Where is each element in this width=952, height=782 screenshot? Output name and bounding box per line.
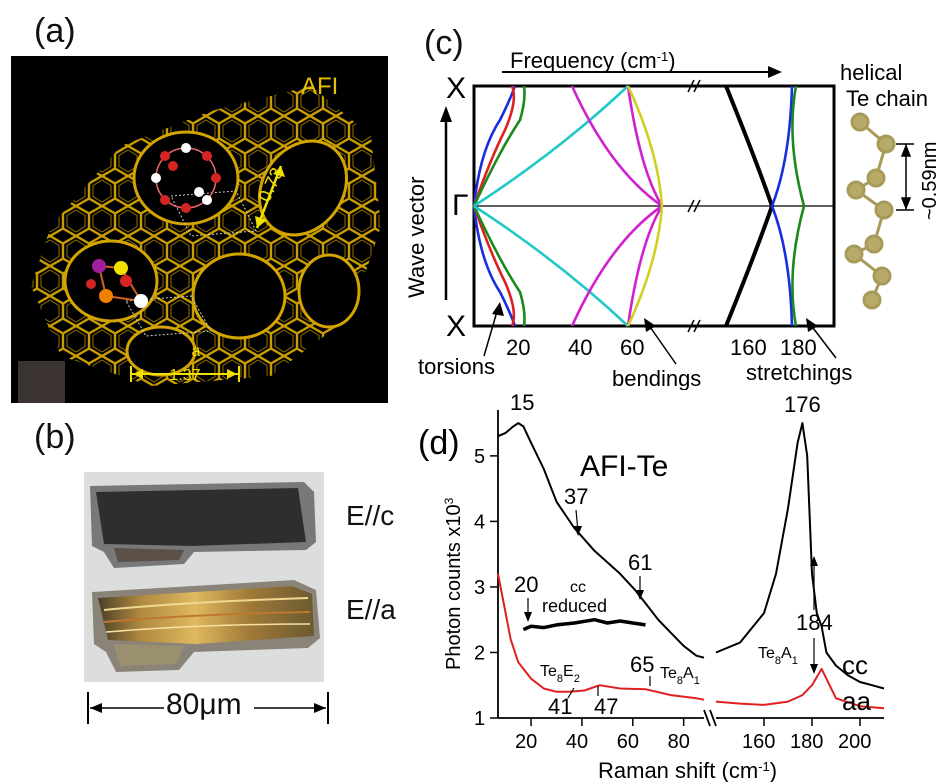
point-x-bottom: X: [446, 310, 466, 343]
x-tick-label: 80: [668, 731, 690, 753]
peak-65: 65: [630, 652, 654, 677]
label-bendings: bendings: [612, 366, 701, 390]
tick-160: 160: [730, 335, 767, 360]
te-cluster-atoms: [86, 259, 148, 308]
te8a1-right: Te8A1: [758, 645, 798, 667]
stretch-green: [791, 85, 806, 327]
peak-15: 15: [510, 390, 534, 415]
panel-label-c: (c): [424, 24, 464, 62]
bending-yellow: [626, 85, 664, 327]
peak-37: 37: [564, 484, 588, 509]
chain-label-1: helical: [840, 60, 902, 85]
crystal-bright: [92, 580, 320, 672]
peak-176: 176: [784, 392, 821, 417]
x-tick-label: 180: [790, 731, 823, 753]
torsion-red: [472, 85, 516, 327]
y-tick-label: 4: [474, 511, 485, 533]
x-tick-label: 160: [742, 731, 775, 753]
spectrum-cc-reduced-2: [522, 617, 646, 632]
point-x-top: X: [446, 72, 466, 105]
frequency-axis-label: Frequency (cm-1): [510, 48, 676, 73]
framework-lattice: [31, 86, 381, 386]
y-tick-label: 1: [474, 708, 485, 730]
x-tick-label: 20: [515, 731, 537, 753]
peak-61: 61: [628, 550, 652, 575]
peak-20: 20: [514, 572, 538, 597]
bending-magenta: [570, 85, 664, 327]
reduced-label-2: reduced: [542, 596, 607, 616]
afi-label: AFI: [301, 73, 338, 100]
svg-text:1.37: 1.37: [169, 367, 200, 384]
x-axis-label: Raman shift (cm-1): [598, 758, 777, 782]
crystal-dark: [90, 482, 316, 568]
afi-framework-image: AFI 0.73 a 1.37: [11, 56, 388, 403]
scale-bar: [87, 692, 329, 724]
stretch-blue: [770, 85, 794, 327]
crystal-micrograph: [84, 472, 324, 682]
spectrum-cc-0: [497, 422, 705, 659]
reduced-label-1: cc: [570, 579, 586, 596]
aa-label: aa: [842, 686, 871, 716]
peak-47: 47: [594, 694, 618, 719]
peak-184: 184: [796, 610, 833, 635]
lattice-parameter-annotation: a 1.37: [130, 343, 240, 384]
label-stretchings: stretchings: [746, 360, 852, 385]
label-torsions: torsions: [418, 354, 495, 379]
tick-20: 20: [506, 335, 530, 360]
chain-period: ~0.59nm: [919, 142, 941, 220]
te8a1-left: Te8A1: [660, 665, 700, 687]
te8e2-label: Te8E2: [540, 663, 580, 685]
raman-spectrum: (d) AFI-Te Photon counts x103 1 2 3 4 5 20 40…: [418, 390, 885, 782]
cc-label: cc: [842, 650, 868, 680]
tick-40: 40: [568, 335, 592, 360]
torsion-blue: [472, 85, 517, 327]
x-tick-label: 60: [617, 731, 639, 753]
panel-label-d: (d): [418, 424, 460, 462]
panel-label-a: (a): [34, 12, 76, 50]
y-axis-label: Photon counts x103: [442, 497, 465, 670]
bending-magenta-2: [626, 205, 664, 327]
panel-label-b: (b): [34, 418, 76, 456]
x-tick-label: 40: [566, 731, 588, 753]
y-tick-label: 3: [474, 577, 485, 599]
spectrum-title: AFI-Te: [580, 450, 668, 483]
x-tick-label: 200: [838, 731, 871, 753]
tick-180: 180: [780, 335, 817, 360]
svg-text:a: a: [192, 343, 201, 360]
spectrum-cc-1: [715, 422, 885, 690]
torsion-green: [472, 85, 526, 327]
y-tick-label: 5: [474, 446, 485, 468]
spectrum-aa-4: [715, 667, 885, 710]
te-ring-atoms: [151, 143, 221, 213]
spectrum-aa-3: [497, 573, 705, 701]
y-tick-label: 2: [474, 642, 485, 664]
polarization-label-a: E//a: [346, 594, 396, 625]
chain-label-2: Te chain: [846, 86, 928, 111]
wave-vector-label: Wave vector: [404, 177, 429, 298]
corner-swatch: [18, 361, 65, 403]
scale-bar-label: 80μm: [166, 688, 242, 721]
torsion-cyan: [473, 85, 629, 327]
helical-chain: [844, 112, 896, 310]
dispersion-panel: Frequency (cm-1) Wave vector X Γ X 20 40…: [404, 48, 941, 390]
polarization-label-c: E//c: [346, 500, 395, 531]
tick-60: 60: [620, 335, 644, 360]
point-gamma: Γ: [452, 189, 469, 222]
